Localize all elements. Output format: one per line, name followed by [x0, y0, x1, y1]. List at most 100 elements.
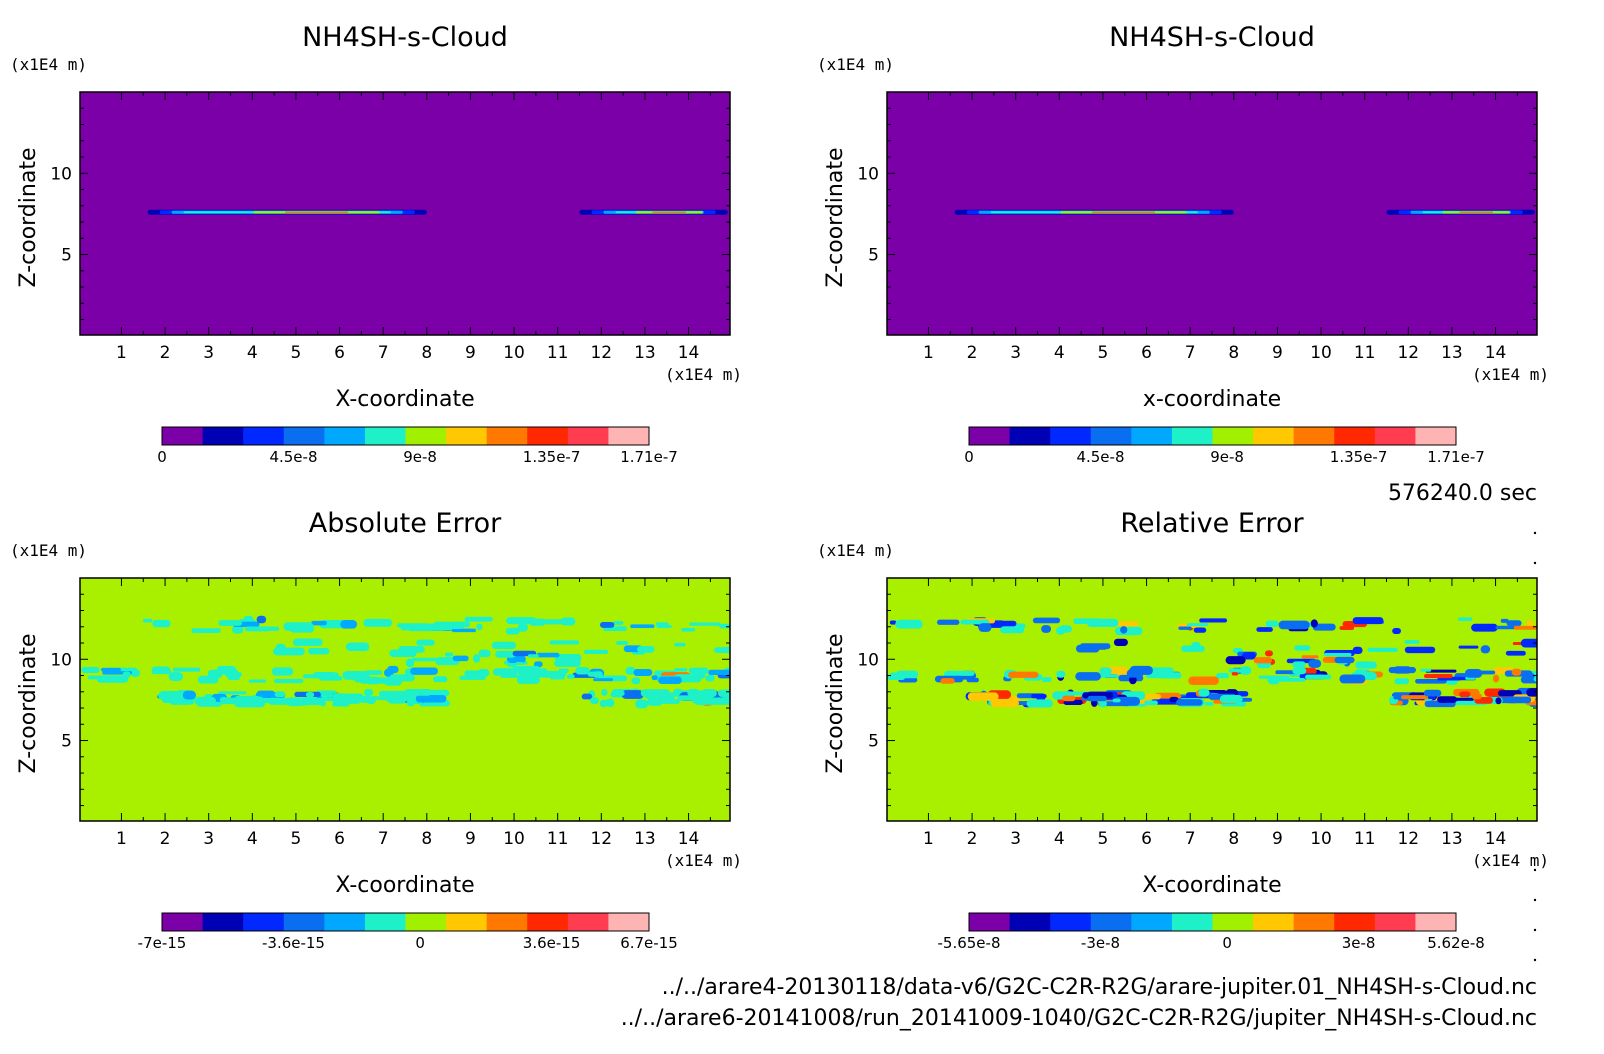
error-patch	[1056, 626, 1066, 635]
error-patch	[1352, 646, 1363, 655]
colorbar-swatch	[162, 427, 204, 445]
x-unit-label: (x1E4 m)	[665, 365, 742, 384]
error-patch	[937, 619, 960, 625]
error-patch	[990, 699, 1019, 708]
time-label: 576240.0 sec	[1388, 481, 1537, 506]
error-patch	[1526, 688, 1537, 697]
x-tick-label: 1	[116, 343, 127, 363]
error-patch	[593, 678, 613, 682]
error-patch	[581, 693, 593, 700]
x-tick-label: 14	[1485, 829, 1507, 849]
error-patch	[308, 648, 330, 655]
x-tick-label: 10	[1310, 829, 1332, 849]
colorbar-label: 5.62e-8	[1427, 934, 1485, 952]
error-patch	[218, 691, 247, 695]
error-patch	[1169, 696, 1179, 703]
file-path-2: ../../arare6-20141008/run_20141009-1040/…	[621, 1006, 1537, 1031]
error-patch	[1458, 617, 1473, 621]
error-patch	[1193, 627, 1207, 633]
error-patch	[411, 657, 442, 662]
error-patch	[575, 666, 590, 675]
error-patch	[1098, 700, 1107, 708]
x-tick-label: 11	[547, 343, 569, 363]
error-patch	[1294, 645, 1311, 651]
error-patch	[536, 652, 560, 658]
x-tick-label: 12	[590, 829, 612, 849]
x-tick-label: 10	[1310, 343, 1332, 363]
error-patch	[191, 628, 221, 633]
error-patch	[1301, 655, 1319, 659]
error-patch	[1256, 627, 1273, 632]
error-patch	[268, 697, 299, 705]
error-patch	[1176, 699, 1203, 706]
colorbar-label: 0	[415, 934, 425, 952]
x-tick-label: 5	[291, 343, 302, 363]
colorbar-swatch	[1212, 427, 1254, 445]
colorbar-swatch	[446, 913, 488, 931]
colorbar-swatch	[202, 913, 244, 931]
x-tick-label: 7	[378, 829, 389, 849]
x-tick-label: 11	[547, 829, 569, 849]
error-patch	[714, 647, 730, 654]
error-patch	[1305, 674, 1332, 680]
colorbar-label: 9e-8	[403, 448, 437, 466]
y-unit-label: (x1E4 m)	[817, 541, 894, 560]
error-patch	[459, 675, 486, 680]
error-patch	[383, 676, 403, 686]
error-patch	[492, 668, 518, 676]
x-tick-label: 9	[1272, 343, 1283, 363]
x-tick-label: 2	[160, 829, 171, 849]
error-patch	[708, 669, 730, 676]
x-tick-label: 7	[1185, 343, 1196, 363]
error-patch	[549, 640, 580, 645]
x-tick-label: 4	[1054, 343, 1065, 363]
error-patch	[1310, 619, 1318, 628]
colorbar-swatch	[1090, 427, 1132, 445]
error-patch	[1277, 678, 1306, 682]
error-patch	[451, 628, 476, 633]
error-patch	[612, 620, 624, 625]
error-patch	[1392, 627, 1401, 634]
error-patch	[1120, 626, 1128, 634]
field-features	[147, 209, 728, 215]
x-tick-label: 13	[634, 343, 656, 363]
error-patch	[1144, 700, 1158, 706]
error-patch	[1278, 620, 1310, 630]
x-axis-label: X-coordinate	[335, 387, 474, 412]
colorbar-swatch	[1009, 427, 1051, 445]
error-patch	[1079, 643, 1111, 650]
error-patch	[533, 661, 543, 668]
error-patch	[97, 675, 129, 683]
chart-title: NH4SH-s-Cloud	[302, 22, 508, 53]
error-patch	[172, 667, 201, 672]
colorbar-swatch	[1415, 427, 1457, 445]
colorbar-swatch	[969, 427, 1011, 445]
colorbar-frame	[161, 912, 650, 932]
error-patch	[363, 618, 393, 627]
x-tick-label: 10	[503, 343, 525, 363]
error-patch	[625, 666, 636, 675]
error-patch	[1181, 645, 1205, 652]
error-patch	[1511, 668, 1522, 676]
colorbar-swatch	[1253, 913, 1295, 931]
error-patch	[1144, 693, 1162, 700]
error-patch	[1008, 671, 1039, 678]
y-tick-label: 5	[61, 732, 72, 752]
chart-title: NH4SH-s-Cloud	[1109, 22, 1315, 53]
colorbar-label: 0	[1222, 934, 1232, 952]
colorbar-swatch	[1253, 427, 1295, 445]
error-patch	[630, 624, 655, 629]
colorbar-swatch	[405, 427, 447, 445]
error-patch	[464, 670, 486, 677]
colorbar-swatch	[243, 913, 285, 931]
error-patch	[694, 697, 709, 706]
colorbar-swatch	[364, 427, 406, 445]
y-axis-label: Z-coordinate	[16, 148, 41, 288]
error-patch	[674, 642, 686, 647]
x-tick-label: 6	[1141, 343, 1152, 363]
colorbar-swatch	[1050, 427, 1092, 445]
error-patch	[1239, 666, 1252, 675]
error-patch	[701, 689, 717, 698]
error-patch	[1339, 626, 1355, 630]
x-tick-label: 4	[247, 343, 258, 363]
